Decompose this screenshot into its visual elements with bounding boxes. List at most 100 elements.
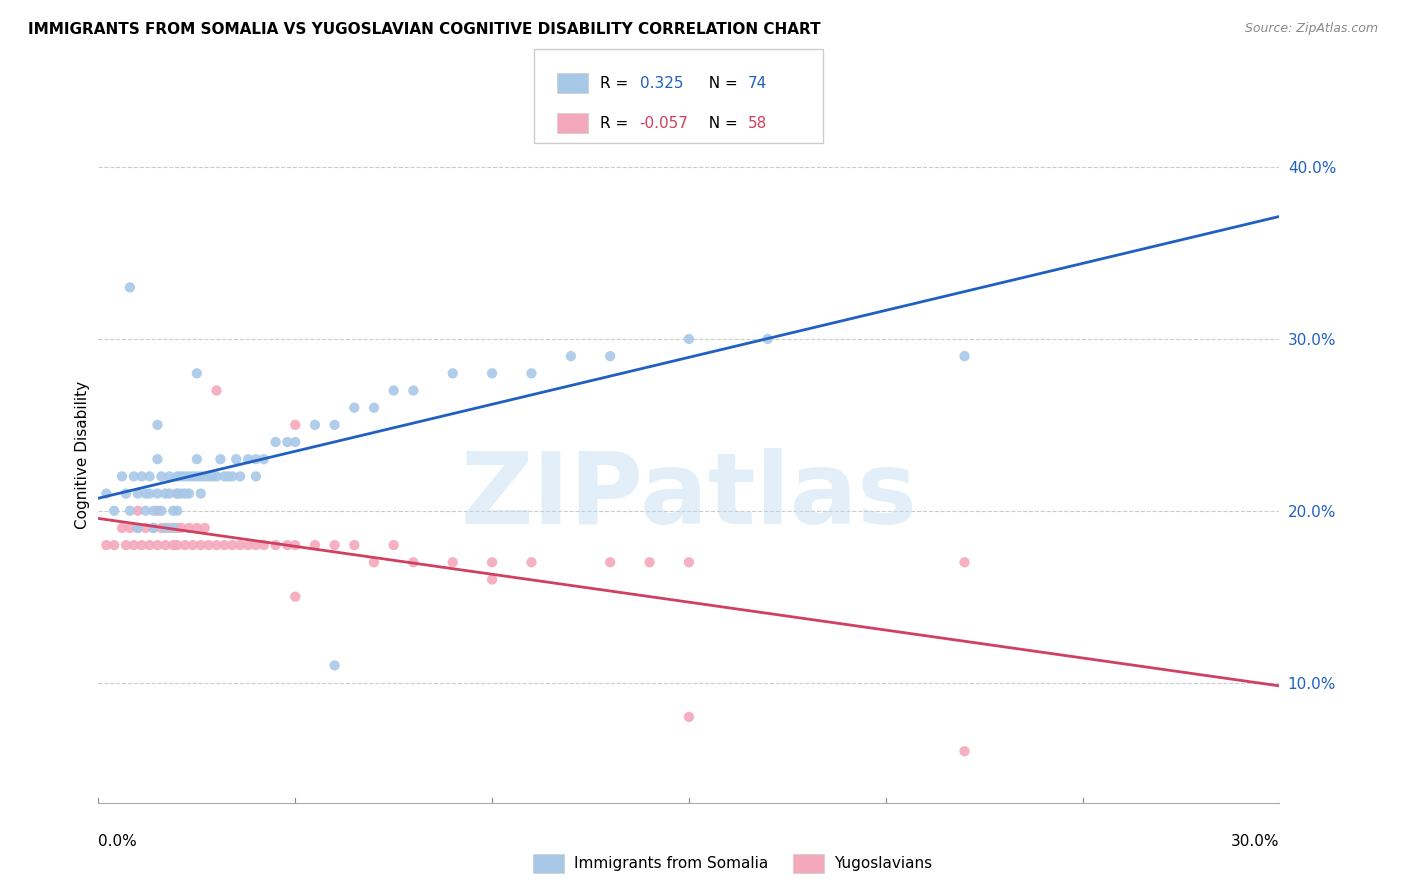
Point (190, 538, 212, 552)
Y-axis label: Cognitive Disability: Cognitive Disability (75, 381, 90, 529)
Point (127, 504, 149, 518)
Point (138, 469, 160, 483)
Point (157, 486, 180, 500)
Point (150, 469, 173, 483)
Point (155, 538, 177, 552)
Point (170, 469, 193, 483)
Point (138, 486, 160, 500)
Point (103, 538, 125, 552)
Text: R =: R = (600, 115, 634, 130)
Point (245, 452, 267, 467)
Point (118, 280, 141, 294)
Point (142, 504, 165, 518)
Point (166, 521, 188, 535)
Point (162, 504, 184, 518)
Text: N =: N = (699, 115, 742, 130)
Point (382, 538, 405, 552)
Point (264, 435, 287, 450)
Point (186, 521, 208, 535)
Text: IMMIGRANTS FROM SOMALIA VS YUGOSLAVIAN COGNITIVE DISABILITY CORRELATION CHART: IMMIGRANTS FROM SOMALIA VS YUGOSLAVIAN C… (28, 22, 821, 37)
Point (284, 435, 307, 450)
Point (638, 555, 661, 569)
Point (363, 555, 385, 569)
Point (166, 486, 188, 500)
Text: ZIPatlas: ZIPatlas (461, 448, 917, 545)
Point (236, 452, 259, 467)
Point (221, 469, 243, 483)
Point (155, 521, 177, 535)
Point (481, 573, 503, 587)
Point (402, 384, 425, 398)
Point (194, 469, 217, 483)
Point (111, 521, 134, 535)
Point (363, 401, 385, 415)
Text: -0.057: -0.057 (640, 115, 689, 130)
Point (174, 486, 197, 500)
Text: Yugoslavians: Yugoslavians (834, 856, 932, 871)
Point (127, 486, 149, 500)
Point (115, 538, 138, 552)
Point (323, 658, 346, 673)
Point (284, 590, 307, 604)
Point (135, 486, 157, 500)
Point (177, 469, 200, 483)
Text: 74: 74 (748, 76, 768, 91)
Text: 58: 58 (748, 115, 768, 130)
Point (197, 538, 219, 552)
Text: Source: ZipAtlas.com: Source: ZipAtlas.com (1244, 22, 1378, 36)
Point (157, 521, 180, 535)
Point (170, 521, 193, 535)
Text: N =: N = (699, 76, 742, 91)
Point (146, 486, 169, 500)
Text: Immigrants from Somalia: Immigrants from Somalia (574, 856, 768, 871)
Point (181, 538, 204, 552)
Point (122, 538, 145, 552)
Point (520, 555, 543, 569)
Point (166, 504, 188, 518)
Point (304, 417, 326, 432)
Point (197, 469, 219, 483)
Point (678, 710, 700, 724)
Point (236, 538, 259, 552)
Point (181, 469, 204, 483)
Point (284, 538, 307, 552)
Point (96, 538, 118, 552)
Point (323, 417, 346, 432)
Point (174, 538, 197, 552)
Point (229, 469, 252, 483)
Point (186, 469, 208, 483)
Point (214, 538, 236, 552)
Point (131, 469, 153, 483)
Point (96, 486, 118, 500)
Point (138, 538, 160, 552)
Point (146, 538, 169, 552)
Point (953, 349, 976, 363)
Point (146, 504, 169, 518)
Point (276, 435, 298, 450)
Point (253, 452, 276, 467)
Point (402, 555, 425, 569)
Point (276, 538, 298, 552)
Point (186, 367, 208, 381)
Point (127, 521, 149, 535)
Point (441, 555, 464, 569)
Point (245, 538, 267, 552)
Point (170, 486, 193, 500)
Point (162, 538, 184, 552)
Point (343, 401, 366, 415)
Point (264, 538, 287, 552)
Point (284, 417, 307, 432)
Point (142, 521, 165, 535)
Point (953, 555, 976, 569)
Point (150, 521, 173, 535)
Point (174, 469, 197, 483)
Point (103, 504, 125, 518)
Point (131, 538, 153, 552)
Point (146, 452, 169, 467)
Point (194, 521, 217, 535)
Point (190, 486, 212, 500)
Point (209, 452, 232, 467)
Point (205, 538, 228, 552)
Point (111, 469, 134, 483)
Point (177, 486, 200, 500)
